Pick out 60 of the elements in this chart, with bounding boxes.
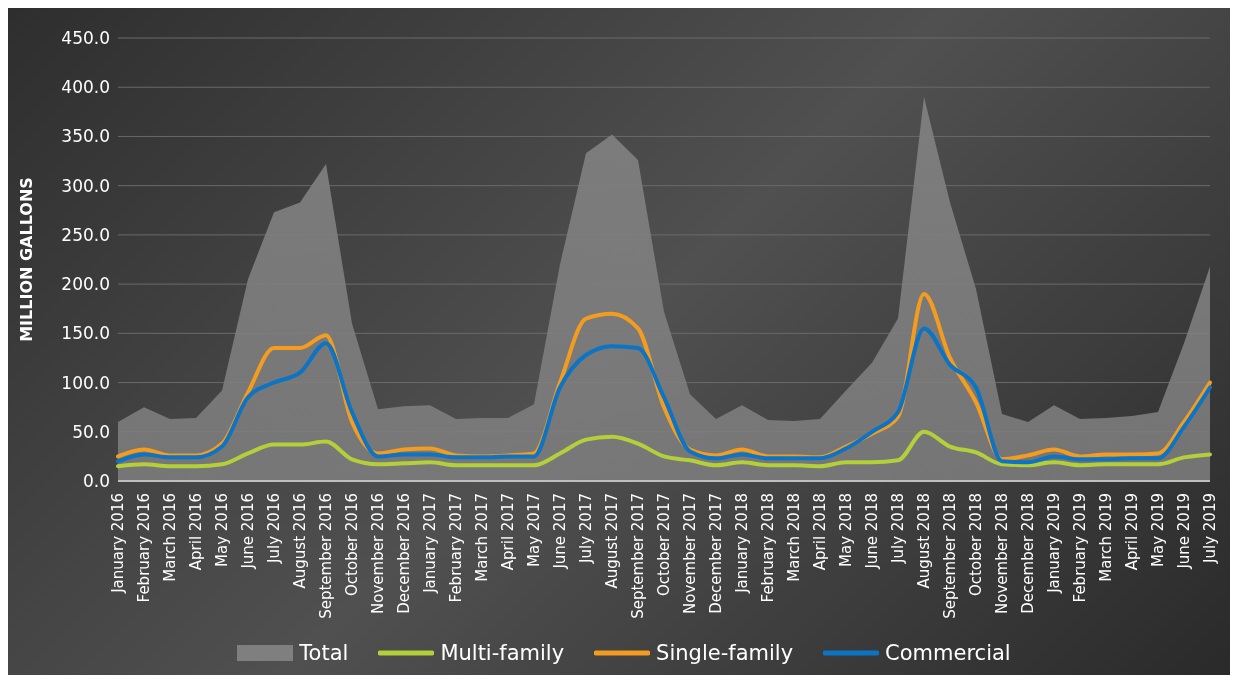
x-tick-label: November 2018	[993, 493, 1011, 614]
x-tick-label: November 2017	[681, 493, 699, 614]
x-tick-label: September 2016	[317, 493, 335, 619]
y-tick-label: 400.0	[61, 77, 110, 98]
x-tick-label: September 2017	[629, 493, 647, 619]
x-tick-label: January 2018	[733, 493, 751, 594]
x-tick-label: March 2017	[473, 493, 491, 582]
x-tick-label: May 2017	[525, 493, 543, 567]
x-tick-label: October 2017	[655, 493, 673, 596]
y-axis-title: MILLION GALLONS	[16, 177, 36, 342]
x-tick-label: October 2018	[967, 493, 985, 596]
x-tick-label: January 2019	[1045, 493, 1063, 594]
line-series	[116, 326, 1212, 465]
x-tick-label: May 2016	[213, 493, 231, 567]
y-tick-label: 250.0	[61, 224, 110, 245]
x-tick-label: August 2018	[915, 493, 933, 589]
x-tick-label: July 2017	[577, 493, 595, 564]
x-tick-label: February 2017	[447, 493, 465, 603]
y-tick-label: 300.0	[61, 175, 110, 196]
x-tick-label: December 2018	[1019, 493, 1037, 614]
x-tick-label: April 2017	[499, 493, 517, 571]
x-tick-label: July 2019	[1201, 493, 1219, 564]
y-tick-label: 50.0	[72, 421, 110, 442]
x-tick-label: July 2016	[265, 493, 283, 564]
x-tick-label: December 2016	[395, 493, 413, 614]
x-tick-label: March 2019	[1097, 493, 1115, 582]
legend-label: Single-family	[656, 641, 794, 665]
x-tick-label: February 2016	[135, 493, 153, 603]
legend-label: Commercial	[885, 641, 1011, 665]
legend-label: Multi-family	[440, 641, 565, 665]
x-tick-label: May 2019	[1149, 493, 1167, 567]
y-tick-label: 450.0	[61, 28, 110, 49]
x-tick-label: September 2018	[941, 493, 959, 619]
x-tick-label: June 2016	[239, 493, 257, 570]
x-tick-label: November 2016	[369, 493, 387, 614]
y-tick-label: 350.0	[61, 126, 110, 147]
x-tick-label: June 2019	[1175, 493, 1193, 570]
x-tick-label: January 2017	[421, 493, 439, 594]
x-tick-label: April 2016	[187, 493, 205, 571]
x-tick-label: February 2019	[1071, 493, 1089, 603]
x-tick-label: May 2018	[837, 493, 855, 567]
y-tick-label: 0.0	[82, 471, 110, 492]
x-tick-label: March 2016	[161, 493, 179, 582]
x-tick-label: August 2016	[291, 493, 309, 589]
x-tick-label: January 2016	[109, 493, 127, 594]
x-tick-label: February 2018	[759, 493, 777, 603]
x-tick-label: March 2018	[785, 493, 803, 582]
y-tick-label: 150.0	[61, 323, 110, 344]
y-tick-label: 200.0	[61, 274, 110, 295]
x-tick-label: April 2018	[811, 493, 829, 571]
x-tick-label: December 2017	[707, 493, 725, 614]
x-tick-label: October 2016	[343, 493, 361, 596]
x-tick-label: August 2017	[603, 493, 621, 589]
y-tick-label: 100.0	[61, 372, 110, 393]
legend-label: Total	[299, 641, 349, 665]
x-tick-label: June 2017	[551, 493, 569, 570]
line-series	[116, 429, 1212, 469]
x-tick-label: April 2019	[1123, 493, 1141, 571]
x-tick-label: June 2018	[863, 493, 881, 570]
x-tick-label: July 2018	[889, 493, 907, 564]
